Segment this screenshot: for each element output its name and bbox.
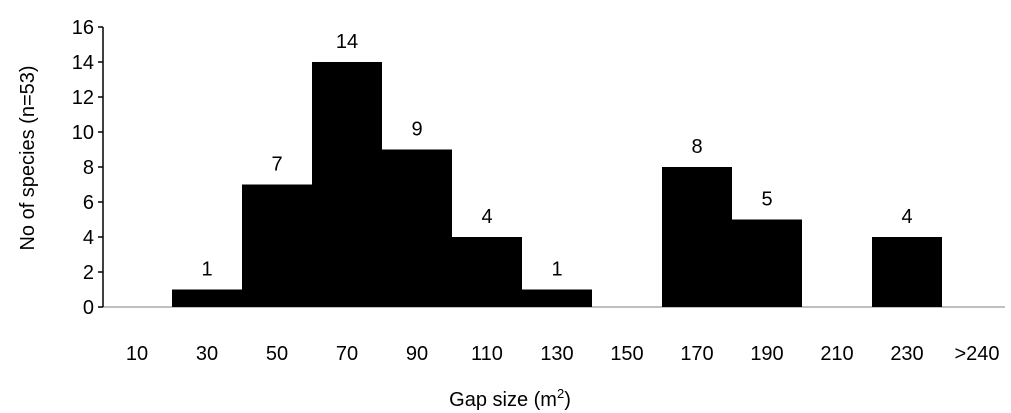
bar-data-label: 7 bbox=[271, 154, 282, 176]
x-axis-title-main: Gap size (m bbox=[449, 389, 557, 411]
bar bbox=[662, 167, 732, 307]
x-tick-label: 10 bbox=[126, 343, 148, 365]
x-tick-label: 90 bbox=[406, 343, 428, 365]
x-tick-label: 30 bbox=[196, 343, 218, 365]
x-axis: 10 30 50 70 90 110 130 150 170 190 210 230 >240 bbox=[103, 306, 1005, 365]
y-tick-label: 12 bbox=[72, 87, 94, 109]
y-tick-label: 0 bbox=[83, 297, 94, 319]
bar bbox=[242, 184, 312, 307]
bar-data-label: 14 bbox=[336, 31, 358, 53]
x-tick-label: 110 bbox=[471, 343, 503, 365]
y-tick-label: 16 bbox=[72, 17, 94, 39]
bar bbox=[452, 237, 522, 307]
bar bbox=[172, 289, 242, 307]
y-tick-label: 10 bbox=[72, 122, 94, 144]
bar-data-label: 9 bbox=[411, 119, 422, 141]
x-axis-title-superscript: 2 bbox=[557, 386, 564, 401]
x-tick-label: 50 bbox=[266, 343, 288, 365]
bar bbox=[522, 289, 592, 307]
y-tick-label: 4 bbox=[83, 227, 94, 249]
y-tick-label: 2 bbox=[83, 262, 94, 284]
bars: 1 7 14 9 4 1 8 5 4 bbox=[172, 31, 942, 307]
y-tick-label: 8 bbox=[83, 157, 94, 179]
bar-data-label: 5 bbox=[761, 189, 772, 211]
bar-data-label: 4 bbox=[901, 206, 912, 228]
y-tick-label: 14 bbox=[72, 52, 94, 74]
y-axis-title: No of species (n=53) bbox=[17, 65, 39, 250]
bar bbox=[312, 62, 382, 307]
x-axis-title: Gap size (m2) bbox=[449, 386, 571, 411]
x-tick-label: 210 bbox=[820, 343, 853, 365]
bar-data-label: 4 bbox=[481, 206, 492, 228]
bar-data-label: 1 bbox=[201, 259, 212, 281]
y-axis: 0 2 4 6 8 10 12 14 16 bbox=[72, 17, 104, 319]
bar bbox=[382, 149, 452, 307]
x-axis-title-close: ) bbox=[564, 389, 571, 411]
bar-data-label: 1 bbox=[551, 259, 562, 281]
bar-data-label: 8 bbox=[691, 136, 702, 158]
bar bbox=[872, 237, 942, 307]
x-tick-label: 170 bbox=[680, 343, 713, 365]
x-tick-label: >240 bbox=[954, 343, 999, 365]
bar bbox=[732, 219, 802, 307]
y-tick-label: 6 bbox=[83, 192, 94, 214]
x-tick-label: 190 bbox=[750, 343, 783, 365]
x-tick-label: 130 bbox=[540, 343, 573, 365]
x-tick-label: 230 bbox=[890, 343, 923, 365]
x-tick-label: 70 bbox=[336, 343, 358, 365]
x-tick-label: 150 bbox=[610, 343, 643, 365]
